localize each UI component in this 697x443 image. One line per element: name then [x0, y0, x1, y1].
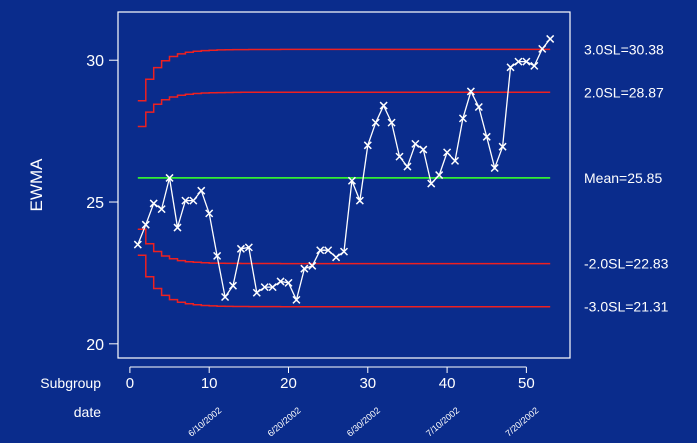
data-point-28 [347, 176, 356, 185]
data-point-46 [490, 163, 499, 173]
x-axis: 0 10 20 30 40 50 [126, 366, 535, 392]
data-point-52 [538, 44, 547, 53]
data-point-32 [379, 101, 388, 110]
date-tick-label-1: 6/10/2002 [186, 405, 223, 438]
data-point-22 [300, 264, 309, 273]
data-point-36 [411, 139, 420, 148]
center-line-label: Mean=25.85 [584, 170, 662, 186]
ewma-series [133, 34, 555, 304]
data-point-38 [427, 179, 436, 188]
limit-label-1: 3.0SL=30.38 [584, 41, 664, 57]
limit-label-4: -3.0SL=21.31 [584, 299, 669, 315]
x-tick-label-20: 20 [280, 375, 297, 392]
date-tick-label-3: 6/30/2002 [345, 405, 382, 438]
data-point-29 [355, 196, 364, 205]
data-point-48 [506, 63, 515, 72]
data-point-42 [458, 114, 467, 123]
y-tick-label-20: 20 [86, 337, 104, 354]
data-point-10 [205, 209, 214, 218]
data-point-51 [530, 61, 539, 70]
control-limit-line-4 [137, 254, 551, 308]
data-point-45 [482, 132, 491, 141]
data-point-3 [149, 199, 158, 208]
data-point-33 [387, 118, 396, 127]
data-point-50 [522, 57, 531, 66]
data-point-5 [165, 173, 174, 182]
ewma-line [137, 38, 551, 302]
limit-labels: 3.0SL=30.38 2.0SL=28.87 -2.0SL=22.83 -3.0SL… [584, 41, 669, 314]
data-point-34 [395, 152, 404, 161]
data-point-49 [514, 57, 523, 66]
x-tick-label-30: 30 [359, 375, 376, 392]
data-point-8 [189, 196, 198, 205]
limit-label-2: 2.0SL=28.87 [584, 84, 664, 100]
x-axis-label-date: date [74, 404, 101, 420]
data-point-21 [292, 295, 301, 304]
data-point-47 [498, 142, 507, 151]
data-point-35 [403, 162, 412, 171]
data-point-1 [133, 240, 142, 249]
data-point-24 [316, 246, 325, 255]
x-axis-label-subgroup: Subgroup [40, 375, 101, 391]
data-point-26 [332, 253, 341, 262]
data-point-44 [474, 102, 483, 112]
data-point-16 [252, 288, 261, 297]
y-tick-label-25: 25 [86, 195, 104, 212]
data-point-18 [268, 283, 277, 292]
control-limit-line-1 [137, 48, 551, 102]
data-point-4 [157, 205, 166, 214]
data-point-37 [419, 145, 428, 154]
control-limit-line-2 [137, 91, 551, 128]
data-point-17 [260, 283, 269, 292]
y-tick-label-30: 30 [86, 53, 104, 70]
data-point-20 [284, 278, 293, 287]
date-tick-label-4: 7/10/2002 [424, 405, 461, 438]
data-point-41 [450, 156, 460, 165]
data-point-19 [276, 277, 285, 286]
data-point-2 [141, 220, 150, 229]
data-point-25 [324, 246, 333, 255]
control-limit-line-3 [137, 228, 551, 265]
data-point-40 [443, 148, 452, 157]
y-axis-label: EWMA [27, 158, 46, 212]
limit-label-3: -2.0SL=22.83 [584, 256, 669, 272]
x-tick-label-10: 10 [201, 375, 218, 392]
data-point-23 [308, 261, 317, 270]
control-limit-lines [137, 48, 551, 308]
data-point-7 [181, 196, 190, 205]
date-axis: 6/10/2002 6/20/2002 6/30/2002 7/10/2002 7/20… [186, 405, 540, 438]
data-point-43 [466, 87, 475, 96]
data-point-11 [213, 251, 222, 260]
data-point-30 [363, 141, 372, 150]
data-point-13 [228, 281, 238, 290]
x-tick-label-50: 50 [518, 375, 535, 392]
data-point-15 [244, 243, 253, 252]
x-tick-label-0: 0 [126, 375, 134, 392]
data-point-27 [339, 247, 349, 256]
data-point-39 [435, 171, 444, 180]
x-tick-label-40: 40 [439, 375, 456, 392]
data-point-6 [173, 223, 182, 232]
data-point-12 [221, 292, 230, 302]
plot-area [117, 11, 571, 359]
data-point-31 [371, 118, 380, 127]
data-point-9 [197, 186, 206, 195]
date-tick-label-5: 7/20/2002 [503, 405, 540, 438]
y-axis: 20 25 30 [86, 53, 118, 354]
data-point-14 [236, 244, 245, 253]
data-point-53 [546, 34, 555, 43]
date-tick-label-2: 6/20/2002 [266, 405, 303, 438]
